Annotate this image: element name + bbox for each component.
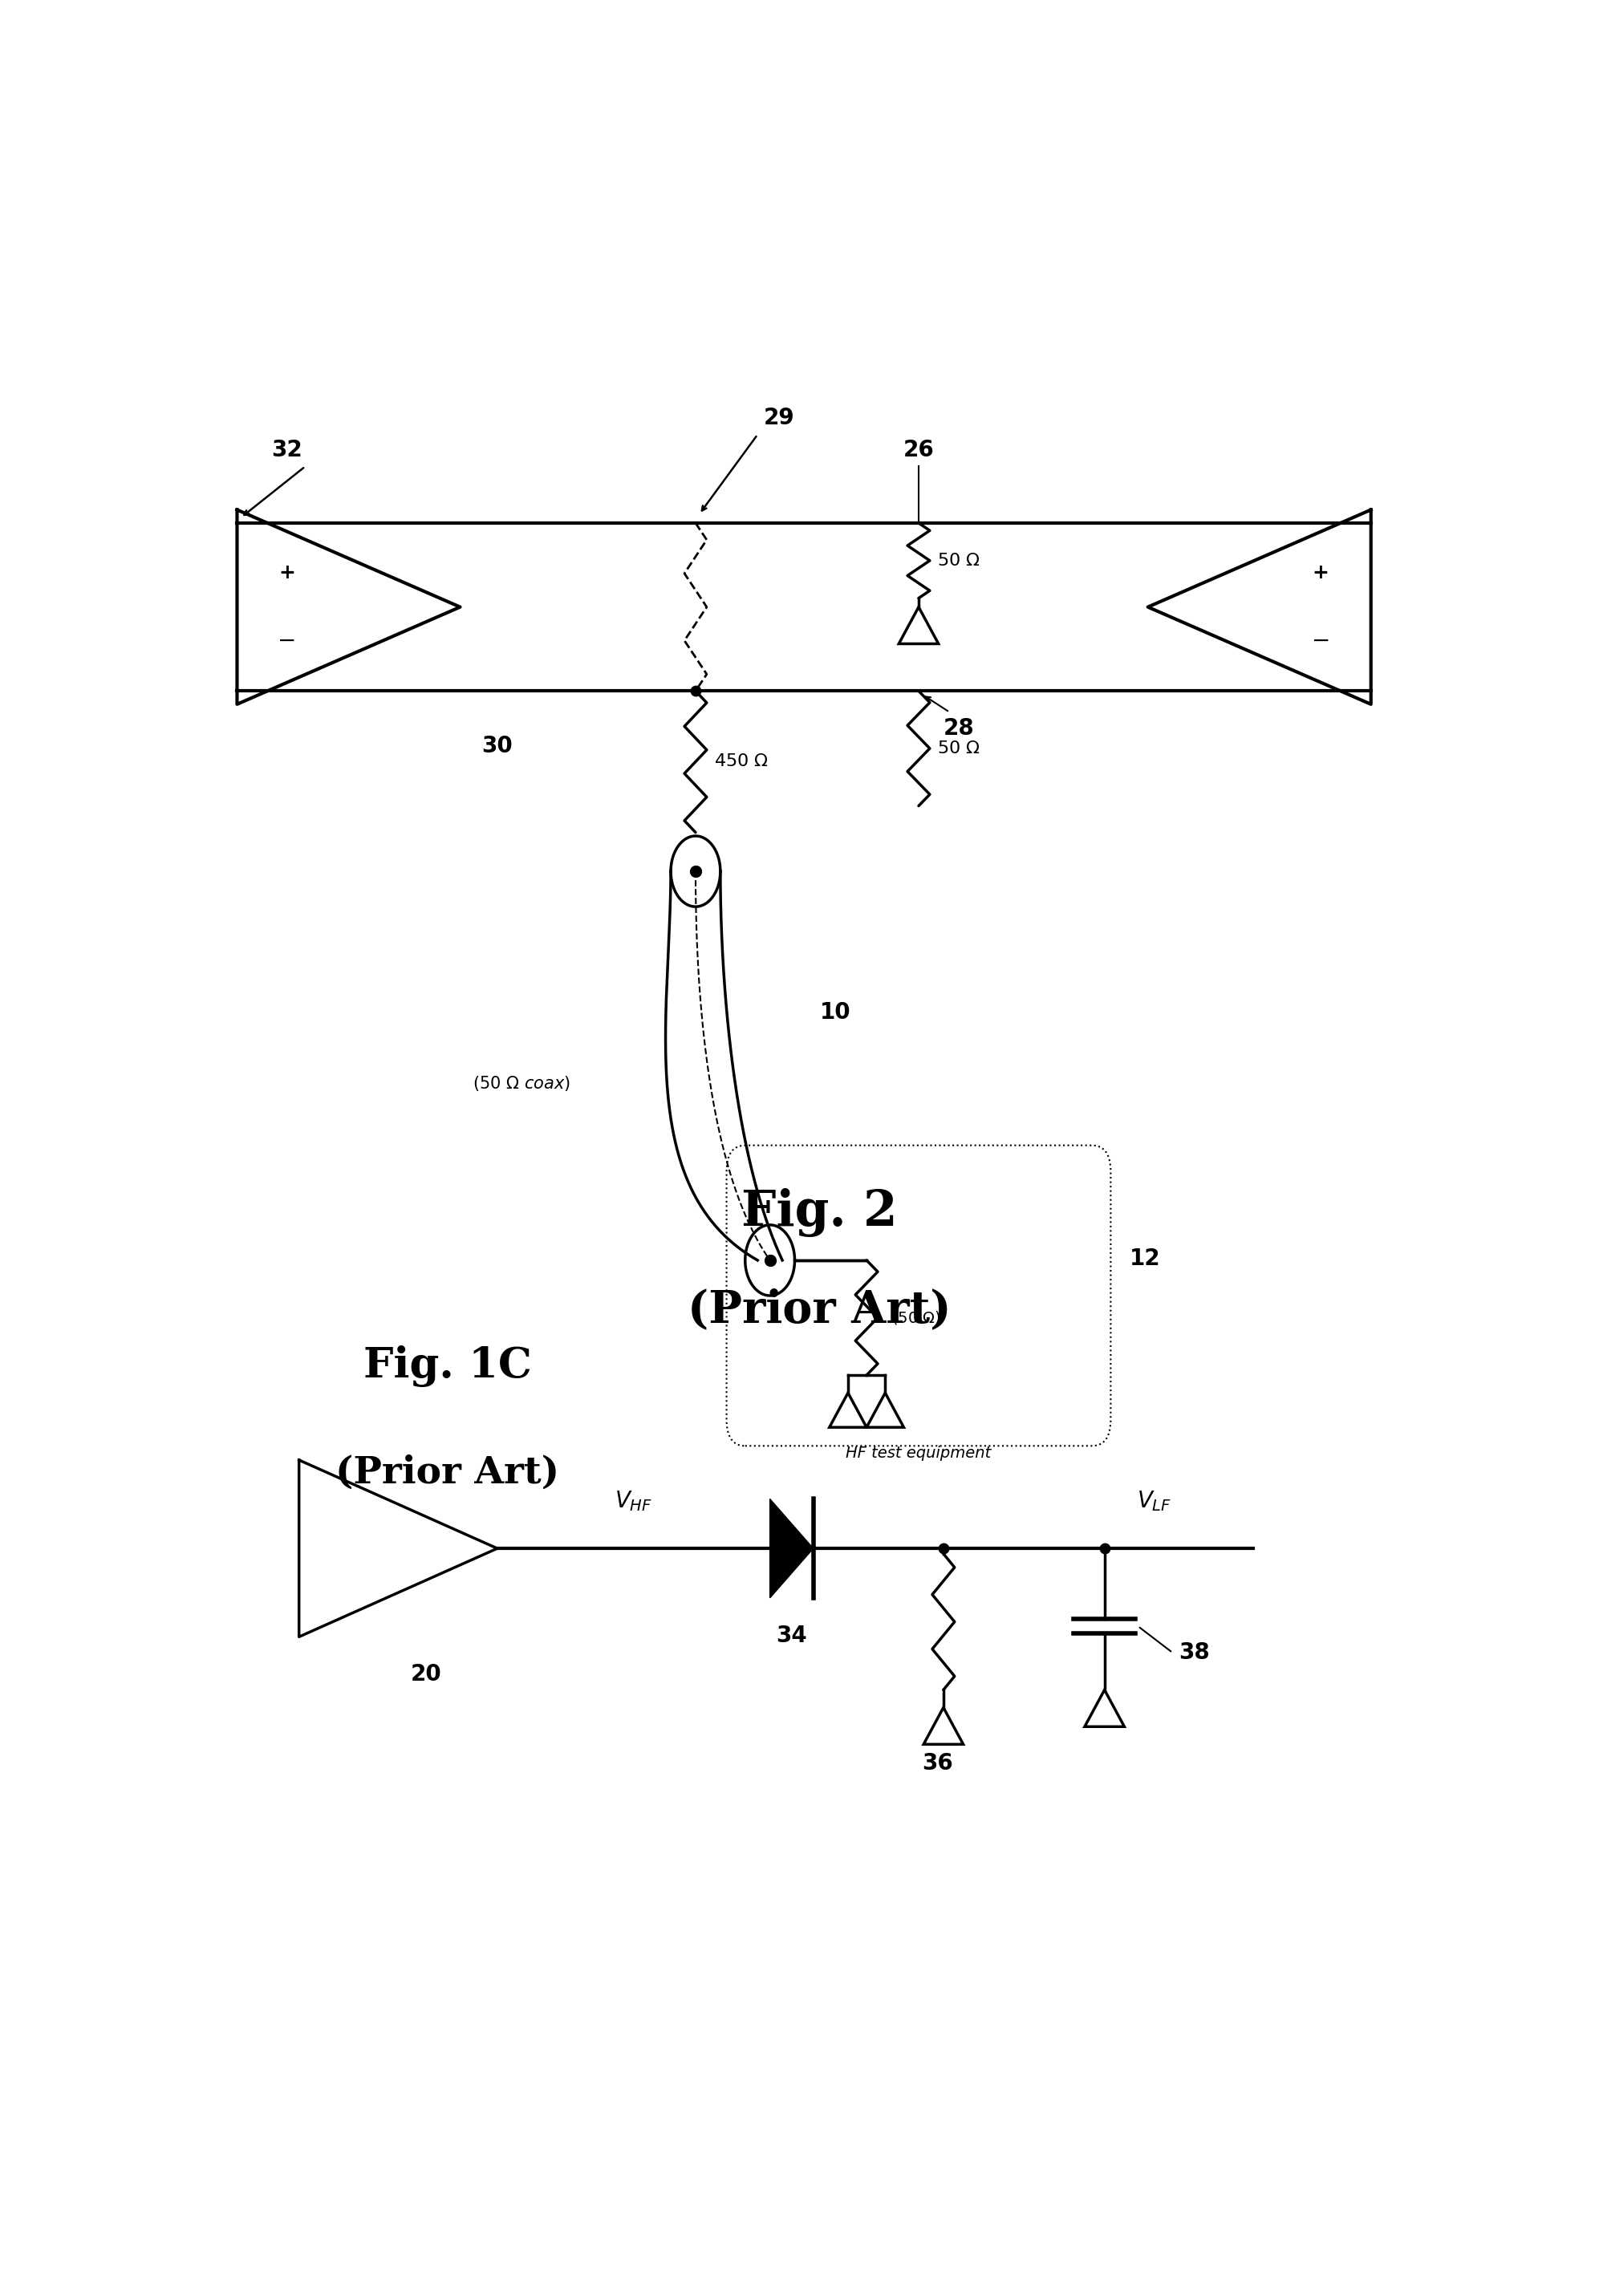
Text: (Prior Art): (Prior Art) <box>688 1288 951 1332</box>
Text: 10: 10 <box>819 1001 851 1024</box>
Text: 26: 26 <box>903 439 934 461</box>
Text: 29: 29 <box>764 406 795 429</box>
Text: Fig. 1C: Fig. 1C <box>363 1345 532 1387</box>
Text: $50\ \Omega$: $50\ \Omega$ <box>937 739 980 755</box>
Text: $(50\ \Omega)$: $(50\ \Omega)$ <box>891 1309 940 1327</box>
Text: $V_{HF}$: $V_{HF}$ <box>614 1490 652 1513</box>
Polygon shape <box>771 1499 814 1598</box>
Text: +: + <box>1313 563 1329 583</box>
Text: 32: 32 <box>272 439 302 461</box>
Text: Fig. 2: Fig. 2 <box>742 1187 897 1238</box>
Text: 34: 34 <box>776 1626 807 1646</box>
Text: 38: 38 <box>1178 1642 1210 1665</box>
Text: 28: 28 <box>943 719 974 739</box>
Text: −: − <box>278 629 296 652</box>
Text: (Prior Art): (Prior Art) <box>336 1453 560 1490</box>
Text: 36: 36 <box>921 1752 953 1775</box>
Text: +: + <box>278 563 296 583</box>
Text: −: − <box>1311 629 1330 652</box>
Text: 30: 30 <box>481 735 513 758</box>
Text: HF test equipment: HF test equipment <box>846 1446 991 1460</box>
Text: 20: 20 <box>411 1662 441 1685</box>
Text: $450\ \Omega$: $450\ \Omega$ <box>715 753 769 769</box>
Text: $V_{LF}$: $V_{LF}$ <box>1137 1490 1172 1513</box>
Text: 12: 12 <box>1129 1247 1161 1270</box>
Text: $50\ \Omega$: $50\ \Omega$ <box>937 553 980 569</box>
Text: $(50\ \Omega\ coax)$: $(50\ \Omega\ coax)$ <box>473 1075 571 1093</box>
